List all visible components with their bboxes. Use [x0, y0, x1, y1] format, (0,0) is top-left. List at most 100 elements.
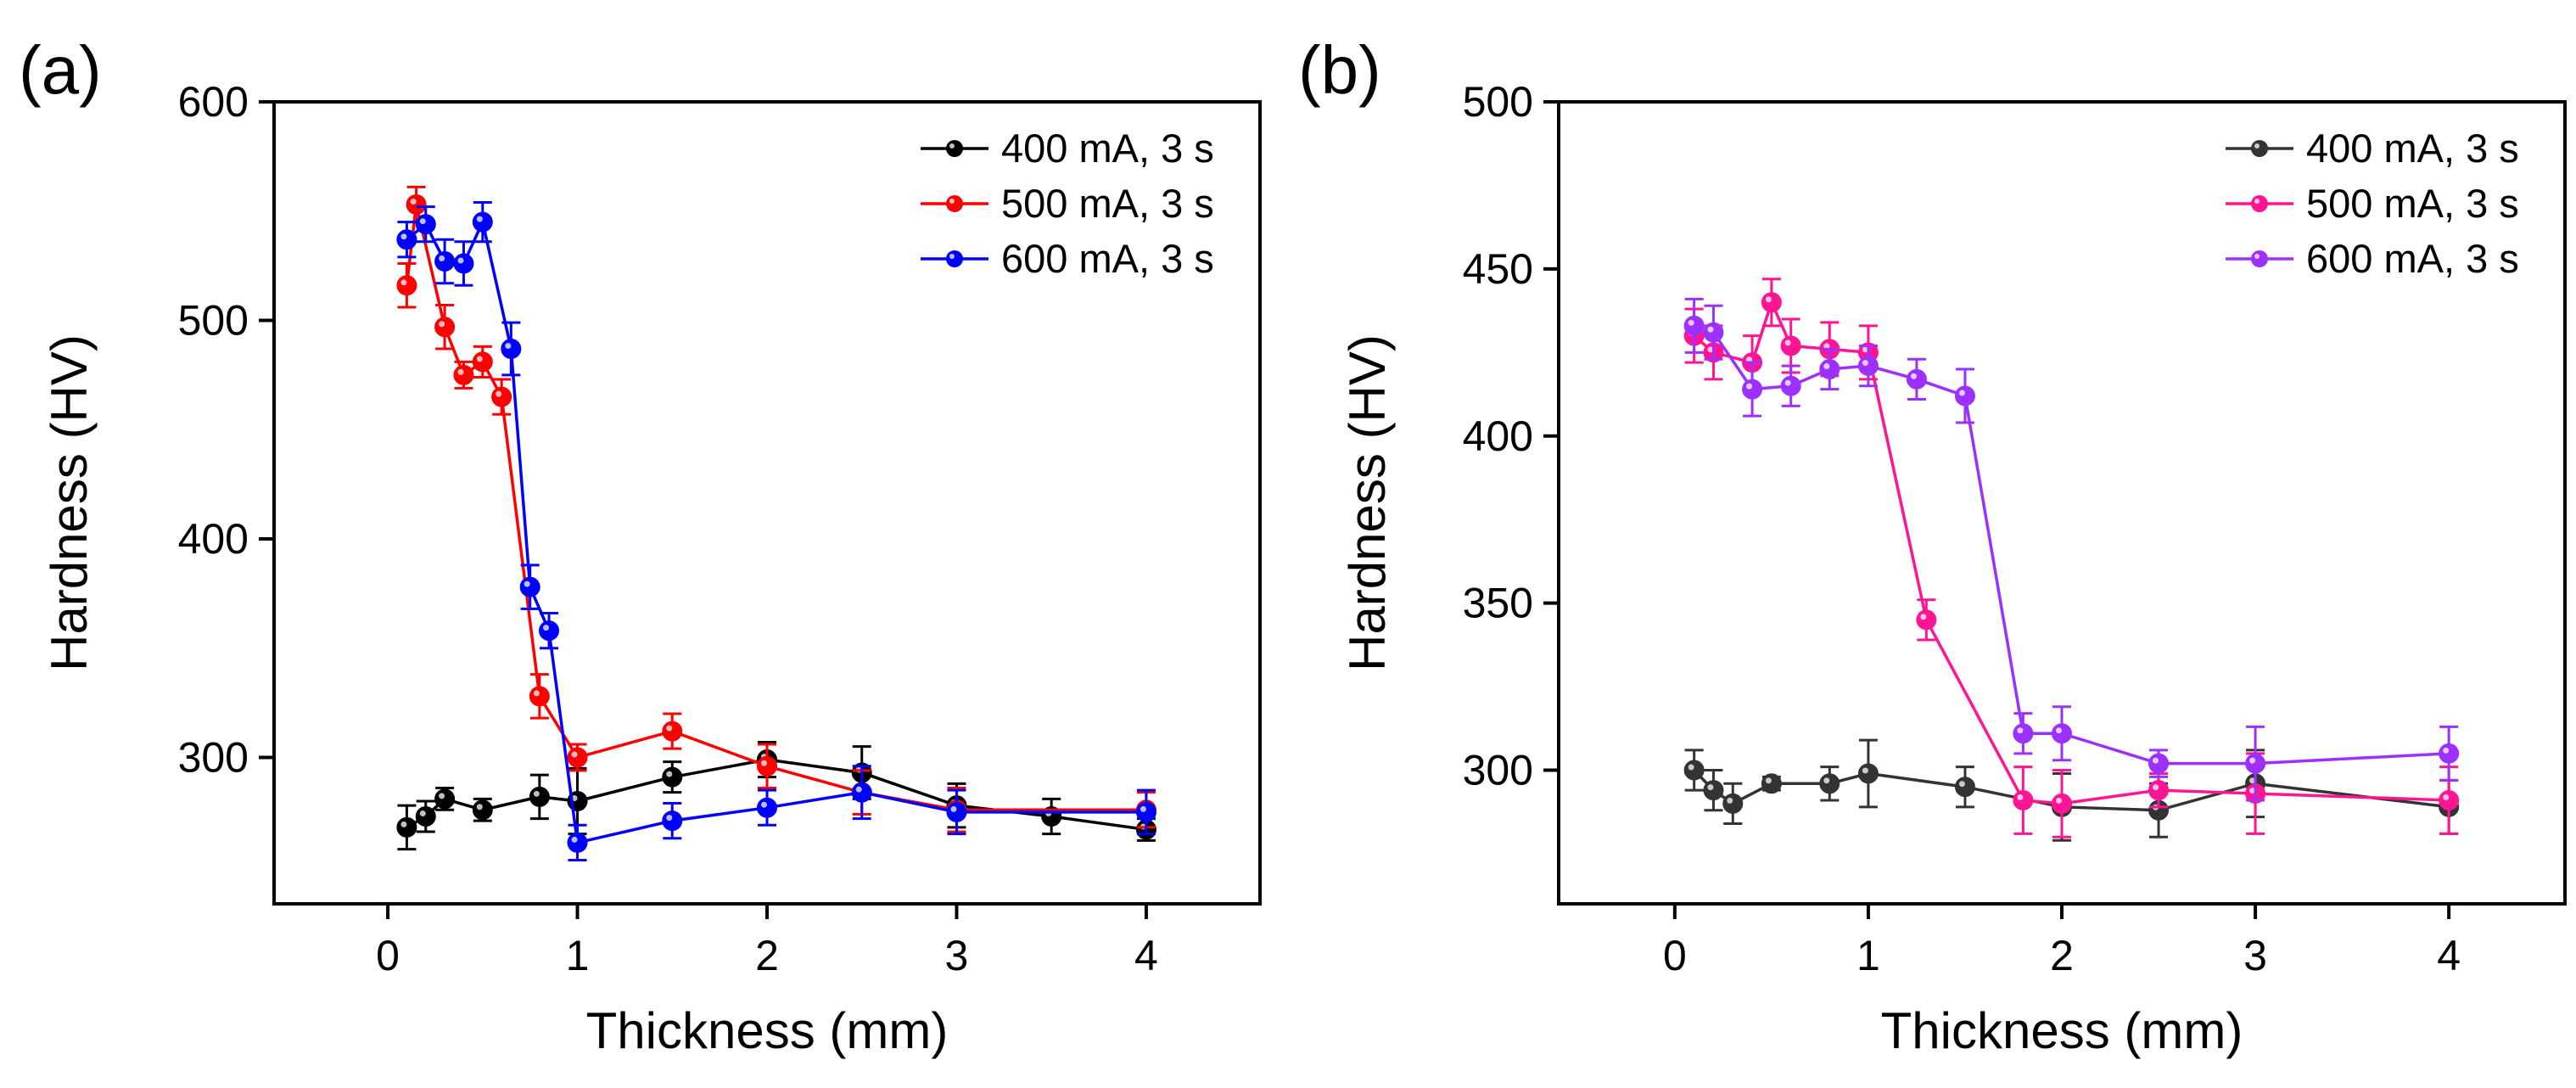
data-point	[2439, 789, 2460, 810]
data-point-highlight	[1707, 346, 1714, 353]
legend-label: 600 mA, 3 s	[2306, 236, 2519, 281]
data-point-highlight	[1910, 373, 1917, 379]
x-tick-label: 1	[1856, 932, 1880, 979]
data-point	[1135, 801, 1156, 822]
data-point-highlight	[476, 804, 483, 810]
data-point	[415, 806, 436, 827]
data-point-highlight	[571, 751, 578, 758]
series-600-ma-3-s	[1683, 297, 2460, 802]
data-point-highlight	[2153, 757, 2159, 764]
data-point-highlight	[410, 199, 417, 205]
data-point-highlight	[1765, 777, 1772, 784]
data-point	[1703, 780, 1724, 801]
series-400-ma-3-s	[396, 740, 1156, 851]
data-point	[662, 766, 683, 788]
y-axis-title: Hardness (HV)	[1339, 334, 1396, 671]
data-point	[1954, 777, 1975, 798]
chart-panel-b: (b) 0 1 2 3 4 300 350 400 450 500 Thickness (mm) Har…	[1298, 32, 2567, 1059]
data-point-highlight	[666, 771, 673, 777]
data-point-highlight	[476, 356, 483, 362]
series-line	[1694, 324, 2450, 766]
data-point-highlight	[1140, 805, 1146, 812]
y-tick-label: 500	[178, 296, 249, 344]
legend-marker	[946, 140, 963, 157]
data-point-highlight	[2443, 794, 2450, 800]
data-point-highlight	[1958, 390, 1965, 396]
data-point	[406, 194, 427, 216]
data-point	[501, 338, 522, 359]
data-point	[2148, 753, 2170, 774]
y-tick-label: 500	[1463, 78, 1533, 126]
data-point-highlight	[1765, 296, 1772, 303]
data-point-highlight	[1862, 346, 1868, 353]
data-point-highlight	[505, 342, 512, 349]
data-point-highlight	[1823, 777, 1830, 784]
x-tick-label: 3	[945, 932, 969, 979]
data-point-highlight	[571, 836, 578, 843]
data-point	[1819, 359, 1840, 379]
data-point-highlight	[400, 233, 407, 240]
x-axis-title: Thickness (mm)	[586, 1002, 949, 1059]
data-point-highlight	[2017, 727, 2024, 734]
data-point-highlight	[2017, 794, 2024, 800]
x-axis-title: Thickness (mm)	[1881, 1002, 2243, 1059]
legend: 400 mA, 3 s 500 mA, 3 s 600 mA, 3 s	[2226, 126, 2519, 281]
x-tick-label: 0	[376, 932, 400, 979]
data-point	[2052, 793, 2072, 814]
data-point	[567, 832, 588, 853]
data-point	[434, 317, 456, 338]
data-point-highlight	[439, 255, 445, 261]
data-point-highlight	[400, 821, 407, 827]
data-point	[1857, 356, 1879, 377]
data-point-highlight	[524, 580, 530, 587]
x-tick-label: 4	[2437, 932, 2461, 979]
data-point-highlight	[1784, 339, 1791, 346]
legend-marker	[946, 195, 963, 212]
data-point-highlight	[439, 793, 445, 799]
legend: 400 mA, 3 s 500 mA, 3 s 600 mA, 3 s	[921, 126, 1214, 281]
data-point	[946, 801, 967, 822]
data-point	[396, 229, 417, 250]
data-point-highlight	[1688, 319, 1694, 326]
data-point	[567, 747, 588, 768]
data-point	[2439, 743, 2460, 764]
data-point-highlight	[1862, 360, 1868, 367]
data-point	[851, 782, 872, 803]
data-point	[1761, 773, 1782, 794]
legend-marker-highlight	[2254, 143, 2260, 149]
data-point	[472, 799, 493, 821]
data-point	[453, 253, 474, 274]
data-point-highlight	[439, 321, 445, 328]
data-point	[1683, 315, 1705, 336]
data-point	[1857, 763, 1879, 784]
data-point-highlight	[457, 257, 464, 264]
series-line	[405, 204, 1146, 812]
legend-marker-highlight	[2254, 199, 2260, 204]
data-point-highlight	[1784, 379, 1791, 386]
data-point-highlight	[2249, 777, 2256, 784]
legend-marker	[2251, 140, 2268, 157]
data-point-highlight	[2056, 727, 2062, 734]
data-point-highlight	[543, 625, 550, 631]
data-point	[662, 810, 683, 832]
data-point	[1906, 368, 1927, 390]
data-point-highlight	[1707, 784, 1714, 791]
data-point-highlight	[1862, 767, 1868, 774]
data-point	[519, 576, 540, 597]
data-point-highlight	[1958, 781, 1965, 788]
x-tick-label: 1	[566, 932, 590, 979]
data-point	[1780, 375, 1801, 396]
data-point-highlight	[476, 216, 483, 222]
data-point	[1916, 609, 1937, 631]
data-point	[472, 351, 493, 373]
y-tick-label: 350	[1463, 580, 1533, 627]
data-point	[1761, 292, 1782, 313]
data-point	[434, 788, 456, 810]
data-point-highlight	[2249, 757, 2256, 764]
y-tick-label: 400	[178, 515, 249, 563]
data-point	[539, 620, 560, 642]
data-point-highlight	[1746, 356, 1753, 363]
data-point	[1683, 760, 1705, 781]
data-point	[434, 250, 456, 272]
